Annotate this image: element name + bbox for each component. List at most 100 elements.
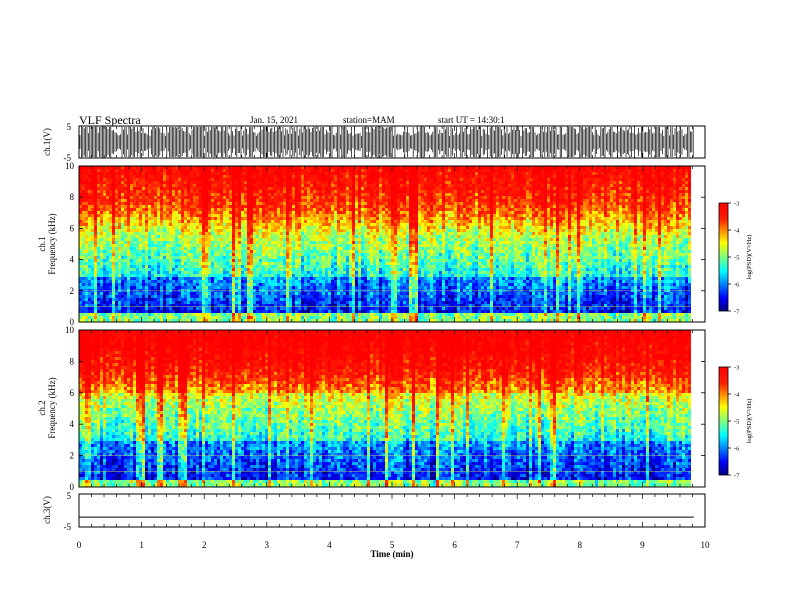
spectrogram-cell — [523, 196, 526, 199]
spectrogram-cell — [472, 223, 475, 226]
spectrogram-cell — [409, 229, 412, 232]
spectrogram-cell — [256, 238, 259, 241]
spectrogram-cell — [397, 181, 400, 184]
spectrogram-cell — [148, 187, 151, 190]
spectrogram-cell — [271, 214, 274, 217]
spectrogram-cell — [259, 235, 262, 238]
spectrogram-cell — [364, 166, 367, 169]
spectrogram-cell — [220, 169, 223, 172]
spectrogram-cell — [559, 181, 562, 184]
spectrogram-cell — [127, 172, 130, 175]
spectrogram-cell — [376, 175, 379, 178]
spectrogram-cell — [208, 202, 211, 205]
spectrogram-cell — [589, 175, 592, 178]
spectrogram-cell — [277, 178, 280, 181]
spectrogram-cell — [499, 214, 502, 217]
spectrogram-cell — [328, 199, 331, 202]
spectrogram-cell — [121, 223, 124, 226]
spectrogram-cell — [415, 187, 418, 190]
spectrogram-cell — [478, 175, 481, 178]
spectrogram-cell — [292, 229, 295, 232]
spectrogram-cell — [670, 175, 673, 178]
spectrogram-cell — [247, 229, 250, 232]
spectrogram-cell — [337, 220, 340, 223]
spectrogram-cell — [331, 184, 334, 187]
spectrogram-cell — [658, 181, 661, 184]
spectrogram-cell — [337, 199, 340, 202]
spectrogram-cell — [514, 217, 517, 220]
spectrogram-cell — [157, 181, 160, 184]
spectrogram-cell — [208, 193, 211, 196]
spectrogram-cell — [304, 205, 307, 208]
spectrogram-cell — [331, 175, 334, 178]
spectrogram-cell — [550, 181, 553, 184]
spectrogram-cell — [652, 214, 655, 217]
spectrogram-cell — [667, 226, 670, 229]
spectrogram-cell — [133, 196, 136, 199]
spectrogram-cell — [568, 220, 571, 223]
spectrogram-cell — [421, 178, 424, 181]
spectrogram-cell — [685, 223, 688, 226]
spectrogram-cell — [133, 220, 136, 223]
spectrogram-cell — [472, 172, 475, 175]
spectrogram-cell — [688, 232, 691, 235]
spectrogram-cell — [622, 226, 625, 229]
spectrogram-cell — [529, 217, 532, 220]
spectrogram-cell — [622, 196, 625, 199]
spectrogram-cell — [328, 229, 331, 232]
spectrogram-cell — [259, 208, 262, 211]
spectrogram-cell — [604, 199, 607, 202]
spectrogram-cell — [457, 181, 460, 184]
spectrogram-cell — [331, 238, 334, 241]
spectrogram-cell — [568, 226, 571, 229]
spectrogram-cell — [556, 229, 559, 232]
spectrogram-cell — [544, 226, 547, 229]
spectrogram-cell — [307, 187, 310, 190]
spectrogram-cell — [439, 220, 442, 223]
spectrogram-cell — [646, 235, 649, 238]
spectrogram-cell — [136, 202, 139, 205]
spectrogram-cell — [259, 169, 262, 172]
spectrogram-cell — [145, 187, 148, 190]
spectrogram-cell — [367, 175, 370, 178]
spectrogram-cell — [418, 220, 421, 223]
spectrogram-cell — [94, 172, 97, 175]
spectrogram-cell — [454, 211, 457, 214]
spectrogram-cell — [115, 223, 118, 226]
spectrogram-cell — [475, 235, 478, 238]
spectrogram-cell — [91, 223, 94, 226]
spectrogram-cell — [292, 220, 295, 223]
spectrogram-cell — [436, 217, 439, 220]
spectrogram-cell — [163, 175, 166, 178]
spectrogram-cell — [466, 172, 469, 175]
spectrogram-cell — [514, 199, 517, 202]
spectrogram-cell — [631, 190, 634, 193]
spectrogram-cell — [319, 172, 322, 175]
spectrogram-cell — [235, 166, 238, 169]
spectrogram-cell — [292, 202, 295, 205]
spectrogram-cell — [118, 184, 121, 187]
spectrogram-cell — [208, 172, 211, 175]
spectrogram-cell — [112, 205, 115, 208]
spectrogram-cell — [124, 214, 127, 217]
spectrogram-cell — [370, 226, 373, 229]
spectrogram-cell — [538, 211, 541, 214]
spectrogram-cell — [556, 205, 559, 208]
spectrogram-cell — [394, 220, 397, 223]
spectrogram-cell — [421, 196, 424, 199]
spectrogram-cell — [502, 223, 505, 226]
spectrogram-cell — [343, 208, 346, 211]
spectrogram-cell — [325, 178, 328, 181]
spectrogram-cell — [667, 196, 670, 199]
spectrogram-cell — [169, 190, 172, 193]
spectrogram-cell — [211, 187, 214, 190]
spectrogram-cell — [202, 226, 205, 229]
spectrogram-cell — [490, 175, 493, 178]
spectrogram-cell — [166, 214, 169, 217]
spectrogram-cell — [433, 193, 436, 196]
spectrogram-cell — [127, 193, 130, 196]
spectrogram-cell — [487, 217, 490, 220]
spectrogram-cell — [325, 187, 328, 190]
spectrogram-cell — [568, 181, 571, 184]
spectrogram-cell — [673, 235, 676, 238]
